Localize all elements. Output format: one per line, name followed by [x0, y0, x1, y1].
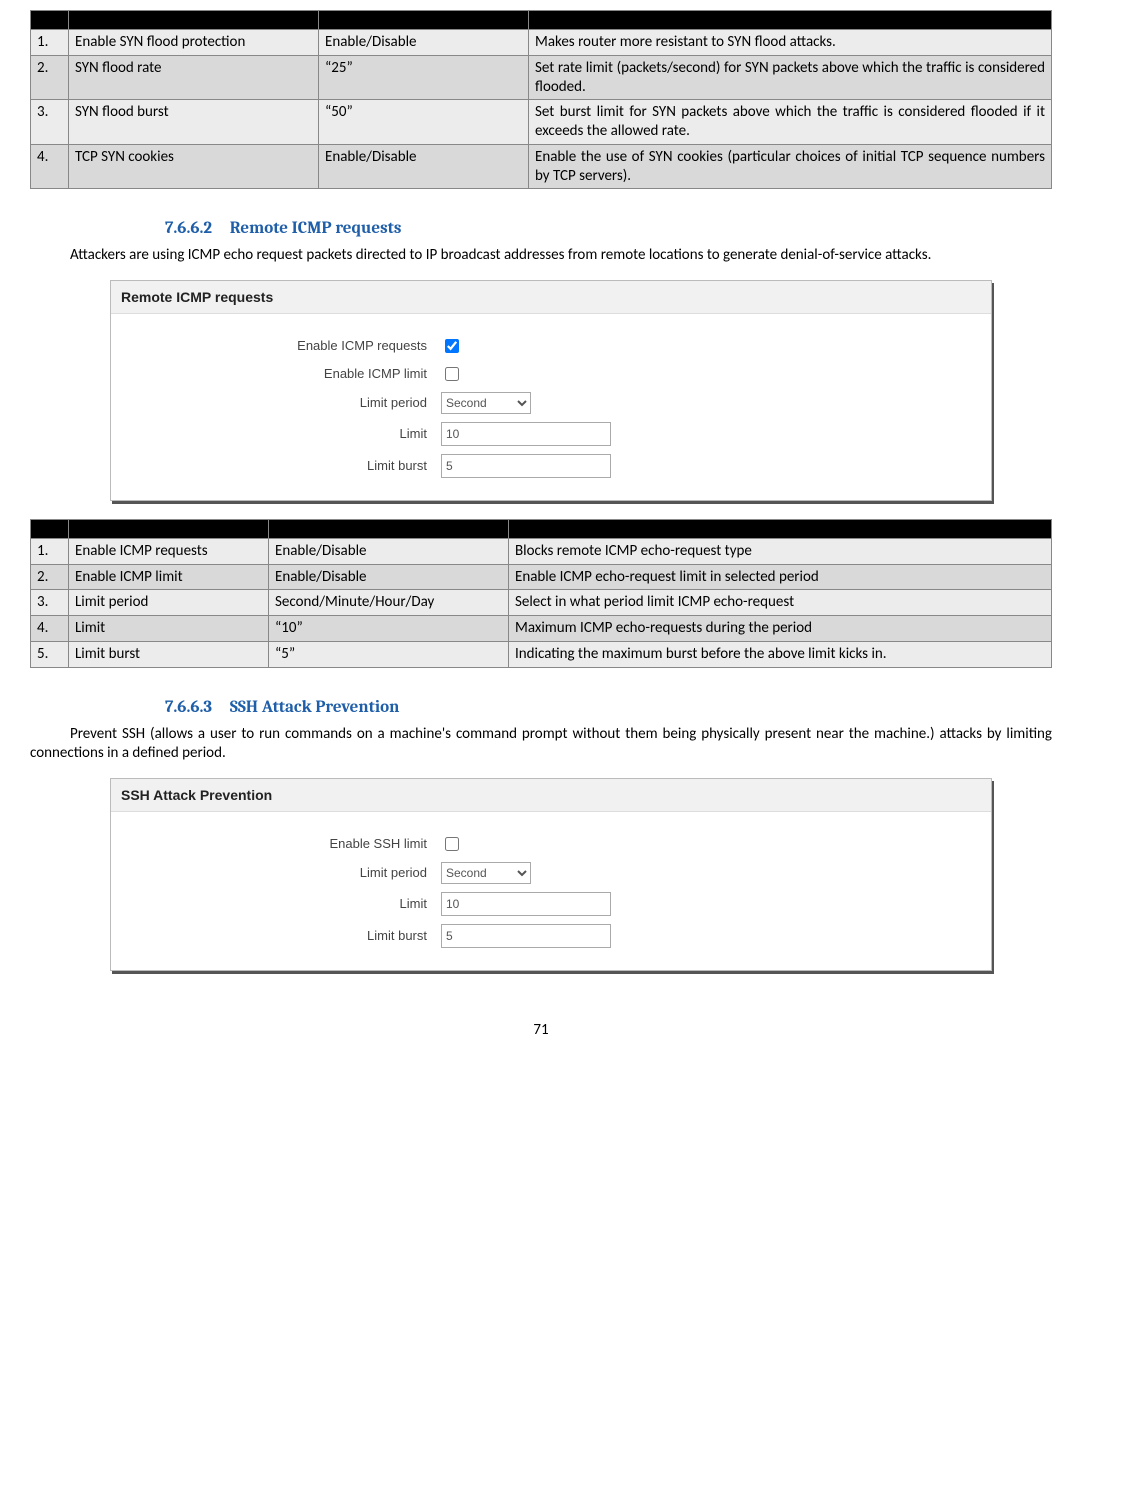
- ssh-limit-burst-label: Limit burst: [131, 928, 441, 943]
- table-cell: Maximum ICMP echo-requests during the pe…: [509, 616, 1052, 642]
- section-heading-icmp: 7.6.6.2 Remote ICMP requests: [165, 219, 1052, 238]
- section-number: 7.6.6.2: [165, 219, 212, 238]
- table-cell: 3.: [31, 590, 69, 616]
- table-cell: Enable/Disable: [269, 564, 509, 590]
- table-cell: “5”: [269, 641, 509, 667]
- enable-ssh-limit-checkbox[interactable]: [445, 837, 459, 851]
- table-cell: 1.: [31, 30, 69, 56]
- limit-burst-input[interactable]: [441, 454, 611, 478]
- table-row: 2.Enable ICMP limitEnable/DisableEnable …: [31, 564, 1052, 590]
- table-cell: Limit: [69, 616, 269, 642]
- table-cell: 1.: [31, 538, 69, 564]
- limit-label: Limit: [131, 426, 441, 441]
- table-cell: Enable the use of SYN cookies (particula…: [529, 144, 1052, 189]
- enable-icmp-limit-checkbox[interactable]: [445, 367, 459, 381]
- table-cell: “10”: [269, 616, 509, 642]
- limit-period-select[interactable]: Second: [441, 392, 531, 414]
- table-cell: Enable ICMP limit: [69, 564, 269, 590]
- table-cell: 5.: [31, 641, 69, 667]
- table-cell: Enable/Disable: [319, 30, 529, 56]
- table-row: 3.SYN flood burst“50”Set burst limit for…: [31, 100, 1052, 145]
- table-row: 1.Enable ICMP requestsEnable/DisableBloc…: [31, 538, 1052, 564]
- table-row: 3.Limit periodSecond/Minute/Hour/DaySele…: [31, 590, 1052, 616]
- table-cell: 4.: [31, 144, 69, 189]
- table-cell: “25”: [319, 55, 529, 100]
- ssh-screenshot: SSH Attack Prevention Enable SSH limit L…: [110, 778, 992, 971]
- table-cell: Select in what period limit ICMP echo-re…: [509, 590, 1052, 616]
- page-number: 71: [30, 1021, 1052, 1039]
- table-row: 1.Enable SYN flood protectionEnable/Disa…: [31, 30, 1052, 56]
- table-row: 4.Limit“10”Maximum ICMP echo-requests du…: [31, 616, 1052, 642]
- table-cell: SYN flood rate: [69, 55, 319, 100]
- table-cell: Indicating the maximum burst before the …: [509, 641, 1052, 667]
- table-cell: Makes router more resistant to SYN flood…: [529, 30, 1052, 56]
- icmp-screenshot: Remote ICMP requests Enable ICMP request…: [110, 280, 992, 501]
- table-cell: Enable ICMP requests: [69, 538, 269, 564]
- icmp-table: 1.Enable ICMP requestsEnable/DisableBloc…: [30, 519, 1052, 668]
- table-cell: Second/Minute/Hour/Day: [269, 590, 509, 616]
- panel-title: SSH Attack Prevention: [111, 779, 991, 812]
- enable-ssh-limit-label: Enable SSH limit: [131, 836, 441, 851]
- enable-icmp-requests-checkbox[interactable]: [445, 339, 459, 353]
- table-row: 4.TCP SYN cookiesEnable/DisableEnable th…: [31, 144, 1052, 189]
- section-title: Remote ICMP requests: [230, 219, 402, 238]
- table-cell: Blocks remote ICMP echo-request type: [509, 538, 1052, 564]
- table-cell: TCP SYN cookies: [69, 144, 319, 189]
- table-cell: Limit period: [69, 590, 269, 616]
- section-heading-ssh: 7.6.6.3 SSH Attack Prevention: [165, 698, 1052, 717]
- ssh-limit-period-label: Limit period: [131, 865, 441, 880]
- table-cell: SYN flood burst: [69, 100, 319, 145]
- limit-input[interactable]: [441, 422, 611, 446]
- table-cell: 4.: [31, 616, 69, 642]
- limit-burst-label: Limit burst: [131, 458, 441, 473]
- table-row: 5.Limit burst“5”Indicating the maximum b…: [31, 641, 1052, 667]
- syn-flood-table: 1.Enable SYN flood protectionEnable/Disa…: [30, 10, 1052, 189]
- ssh-limit-label: Limit: [131, 896, 441, 911]
- enable-icmp-requests-label: Enable ICMP requests: [131, 338, 441, 353]
- table-cell: Enable/Disable: [269, 538, 509, 564]
- table-cell: Enable ICMP echo-request limit in select…: [509, 564, 1052, 590]
- table-cell: Enable SYN flood protection: [69, 30, 319, 56]
- table-row: 2.SYN flood rate“25”Set rate limit (pack…: [31, 55, 1052, 100]
- table-cell: Limit burst: [69, 641, 269, 667]
- section-title: SSH Attack Prevention: [230, 698, 400, 717]
- table-cell: Set burst limit for SYN packets above wh…: [529, 100, 1052, 145]
- table-cell: “50”: [319, 100, 529, 145]
- ssh-limit-input[interactable]: [441, 892, 611, 916]
- table-cell: 2.: [31, 564, 69, 590]
- limit-period-label: Limit period: [131, 395, 441, 410]
- table-cell: 3.: [31, 100, 69, 145]
- enable-icmp-limit-label: Enable ICMP limit: [131, 366, 441, 381]
- panel-title: Remote ICMP requests: [111, 281, 991, 314]
- table-cell: 2.: [31, 55, 69, 100]
- icmp-paragraph: Attackers are using ICMP echo request pa…: [30, 246, 1052, 266]
- ssh-limit-period-select[interactable]: Second: [441, 862, 531, 884]
- section-number: 7.6.6.3: [165, 698, 212, 717]
- table-cell: Set rate limit (packets/second) for SYN …: [529, 55, 1052, 100]
- ssh-limit-burst-input[interactable]: [441, 924, 611, 948]
- ssh-paragraph: Prevent SSH (allows a user to run comman…: [30, 725, 1052, 764]
- table-cell: Enable/Disable: [319, 144, 529, 189]
